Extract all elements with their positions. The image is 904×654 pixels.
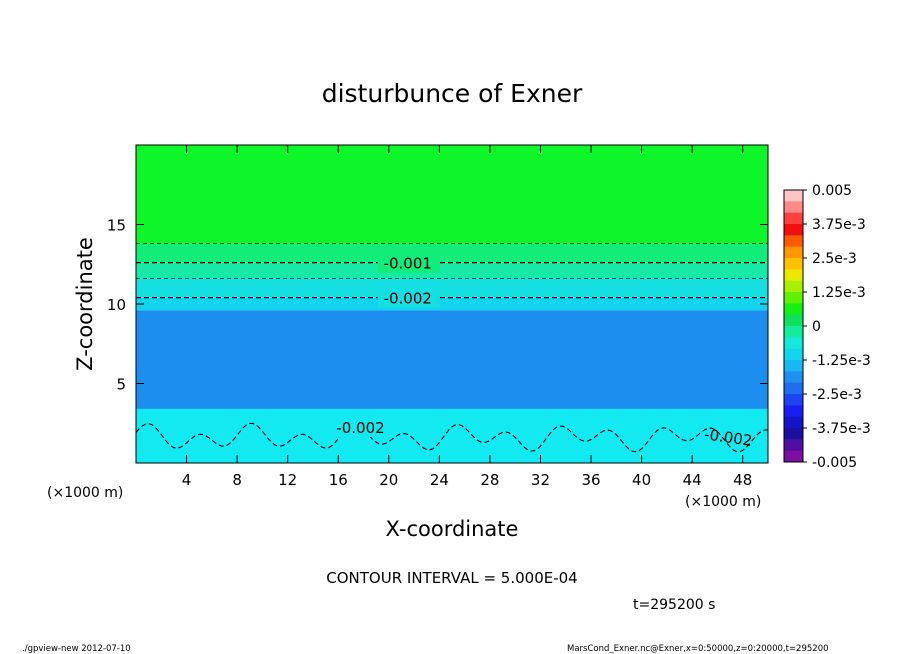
colorbar-swatch	[784, 360, 803, 372]
colorbar-swatch	[784, 190, 803, 202]
colorbar-label: -3.75e-3	[812, 421, 871, 437]
colorbar-swatch	[784, 405, 803, 418]
x-tick-label: 44	[683, 471, 702, 489]
colorbar-label: 2.5e-3	[812, 251, 857, 267]
colorbar-swatch	[784, 212, 803, 225]
contour-line	[135, 422, 769, 453]
x-tick-label: 36	[581, 471, 600, 489]
color-band	[136, 297, 768, 311]
colorbar-swatch	[784, 348, 803, 361]
contour-label: -0.002	[336, 419, 384, 437]
contour-interval: CONTOUR INTERVAL = 5.000E-04	[326, 569, 577, 587]
y-tick-label: 10	[107, 296, 126, 314]
colorbar-swatch	[784, 428, 803, 440]
colorbar: 0.005 3.75e-3 2.5e-3 1.25e-3 0 -1.25e-3 -2.5e-…	[783, 183, 871, 471]
color-band	[136, 145, 768, 244]
x-tick-label: 16	[329, 471, 348, 489]
x-tick-label: 32	[531, 471, 550, 489]
colorbar-swatch	[784, 224, 803, 236]
x-axis-label: X-coordinate	[386, 517, 519, 541]
x-tick-label: 40	[632, 471, 651, 489]
colorbar-swatch	[784, 326, 803, 338]
source-info: MarsCond_Exner.nc@Exner,x=0:50000,z=0:20…	[567, 644, 829, 654]
colorbar-label: -2.5e-3	[812, 387, 862, 403]
colorbar-swatch	[784, 314, 803, 327]
colorbar-swatch	[784, 235, 803, 248]
y-tick-label: 5	[116, 376, 126, 394]
colorbar-swatch	[784, 292, 803, 304]
colorbar-swatch	[784, 371, 803, 384]
colorbar-label: 3.75e-3	[812, 217, 866, 233]
colorbar-swatch	[784, 269, 803, 282]
colorbar-swatch	[784, 258, 803, 270]
y-axis-ticks: 5 10 15	[107, 217, 768, 394]
colorbar-swatch	[784, 394, 803, 406]
colorbar-label: -1.25e-3	[812, 353, 871, 369]
time-label: t=295200 s	[633, 597, 715, 613]
contour-label: -0.002	[384, 290, 432, 308]
colorbar-label: 0	[812, 319, 821, 335]
x-tick-label: 28	[480, 471, 499, 489]
x-tick-label: 8	[232, 471, 242, 489]
x-tick-label: 20	[379, 471, 398, 489]
colorbar-label: 1.25e-3	[812, 285, 866, 301]
colorbar-swatch	[784, 303, 803, 316]
colorbar-swatch	[784, 382, 803, 395]
y-tick-label: 15	[107, 217, 126, 235]
x-unit-left: (×1000 m)	[47, 485, 123, 501]
color-band	[136, 408, 768, 463]
x-tick-label: 12	[278, 471, 297, 489]
color-band	[136, 243, 768, 263]
x-tick-label: 24	[430, 471, 449, 489]
x-tick-label: 48	[733, 471, 752, 489]
colorbar-swatch	[784, 450, 803, 463]
x-unit-right: (×1000 m)	[685, 494, 761, 510]
colorbar-swatch	[784, 246, 803, 259]
colorbar-swatch	[784, 201, 803, 214]
contour-lines: -0.001-0.002-0.002 -0.002	[135, 243, 769, 453]
colorbar-swatch	[784, 416, 803, 429]
x-axis-ticks: 4 8 12 16 20 24 28 32 36 40 44 48	[182, 145, 752, 489]
contour-label-bg	[377, 254, 440, 273]
colorbar-swatch	[784, 337, 803, 350]
color-band	[136, 278, 768, 298]
contour-label-bg	[330, 419, 393, 438]
color-band	[136, 262, 768, 279]
colorbar-swatch	[784, 280, 803, 293]
colorbar-label: -0.005	[812, 455, 857, 471]
color-bands	[136, 145, 768, 463]
y-axis-label: Z-coordinate	[73, 237, 97, 371]
contour-label-bg	[377, 289, 440, 308]
color-band	[136, 310, 768, 409]
contour-label: -0.001	[384, 255, 432, 273]
chart-title: disturbunce of Exner	[322, 79, 583, 108]
x-tick-label: 4	[182, 471, 192, 489]
colorbar-label: 0.005	[812, 183, 852, 199]
program-info: ./gpview-new 2012-07-10	[22, 644, 131, 654]
colorbar-swatch	[784, 439, 803, 452]
